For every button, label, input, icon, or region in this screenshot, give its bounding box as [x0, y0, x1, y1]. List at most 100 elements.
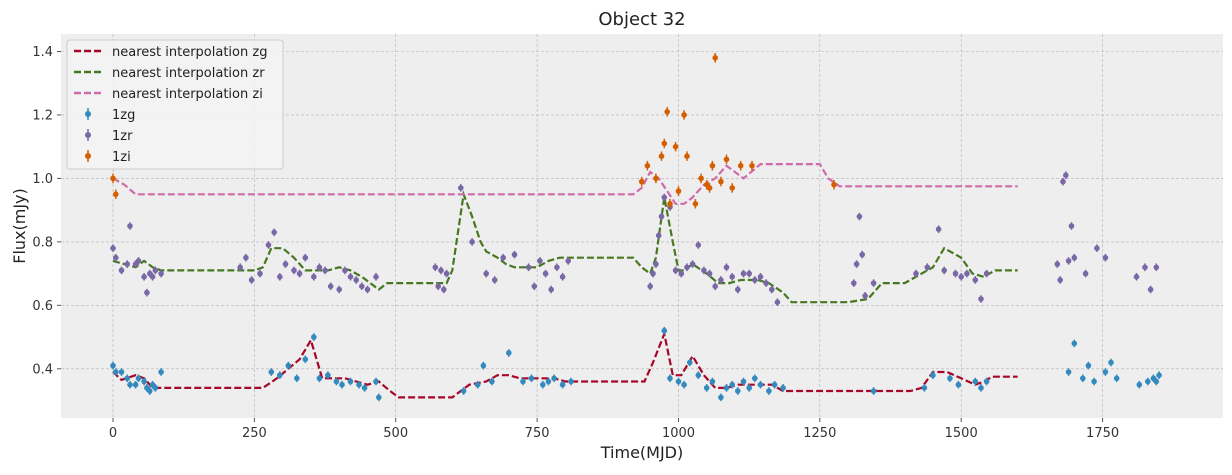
data-point — [684, 153, 690, 159]
x-axis-label: Time(MJD) — [600, 443, 683, 462]
data-point — [675, 378, 682, 385]
data-point — [356, 381, 362, 388]
interpolation-line-zi — [112, 163, 1018, 205]
data-point — [735, 388, 741, 394]
chart-title: Object 32 — [598, 9, 685, 30]
data-point — [551, 375, 557, 382]
data-point — [661, 140, 668, 147]
data-point — [1102, 369, 1109, 375]
data-point — [458, 185, 464, 191]
data-point — [1113, 375, 1120, 382]
data-point — [664, 109, 670, 115]
series-1zi — [110, 53, 837, 209]
legend: nearest interpolation zg nearest interpo… — [66, 39, 284, 170]
data-point — [740, 270, 747, 277]
data-point — [347, 378, 354, 385]
x-tick-label: 1250 — [803, 426, 836, 441]
data-point — [302, 254, 309, 261]
data-point — [859, 251, 865, 258]
data-point — [333, 378, 340, 385]
data-point — [364, 286, 371, 293]
data-point — [870, 280, 877, 286]
data-point — [435, 283, 442, 290]
data-point — [511, 251, 518, 258]
data-point — [653, 261, 659, 267]
data-point — [294, 375, 300, 382]
y-tick-label: 1.0 — [32, 172, 53, 187]
data-point — [500, 254, 507, 261]
data-point — [737, 162, 744, 169]
data-point — [952, 270, 959, 277]
data-point — [1094, 245, 1100, 251]
data-point — [339, 381, 345, 388]
data-point — [706, 185, 713, 191]
data-point — [672, 267, 679, 274]
data-point — [537, 258, 543, 264]
data-point — [520, 378, 526, 385]
data-point — [1156, 372, 1162, 379]
x-tick-label: 1750 — [1086, 426, 1119, 441]
data-point — [559, 274, 566, 280]
data-point — [311, 274, 317, 280]
x-tick-label: 750 — [525, 426, 550, 441]
data-point — [653, 175, 659, 182]
data-point — [718, 277, 724, 283]
data-point — [542, 270, 549, 277]
data-point — [271, 229, 278, 236]
data-point — [441, 286, 447, 293]
data-point — [983, 270, 990, 277]
axis-ticks: 0 250 500 750 1000 1250 1500 1750 0.4 0.6 0.8 1.0 1.… — [32, 45, 1119, 441]
data-point — [438, 267, 444, 274]
data-point — [277, 372, 283, 379]
x-tick-label: 1500 — [945, 426, 978, 441]
data-point — [1091, 378, 1097, 385]
data-point — [856, 213, 863, 220]
y-tick-label: 1.4 — [32, 45, 53, 60]
data-point — [147, 388, 153, 394]
data-point — [1145, 378, 1151, 385]
data-point — [675, 188, 682, 194]
data-point — [483, 270, 490, 277]
data-point — [964, 270, 970, 277]
data-point — [1057, 277, 1063, 283]
data-point — [257, 270, 263, 277]
data-point — [237, 264, 243, 271]
data-point — [432, 264, 439, 271]
data-point — [667, 375, 673, 382]
data-point — [658, 213, 665, 220]
data-point — [347, 274, 354, 280]
interpolation-lines — [112, 163, 1018, 399]
data-point — [554, 264, 560, 271]
x-tick-label: 500 — [383, 426, 408, 441]
data-point — [687, 359, 693, 366]
data-points — [110, 53, 1162, 402]
data-point — [152, 267, 159, 274]
data-point — [667, 201, 673, 207]
data-point — [1153, 264, 1160, 271]
data-point — [144, 289, 150, 296]
data-point — [774, 299, 781, 306]
data-point — [921, 385, 928, 391]
data-point — [947, 375, 953, 382]
data-point — [746, 270, 752, 277]
data-point — [729, 381, 735, 388]
data-point — [113, 254, 119, 261]
data-point — [701, 267, 707, 274]
data-point — [752, 277, 758, 283]
data-point — [695, 372, 702, 379]
data-point — [658, 153, 665, 159]
data-point — [1068, 223, 1075, 229]
data-point — [1082, 270, 1089, 277]
data-point — [983, 378, 990, 385]
data-point — [135, 375, 142, 382]
data-point — [769, 286, 775, 293]
data-point — [152, 385, 159, 391]
data-point — [780, 385, 786, 391]
data-point — [322, 267, 328, 274]
data-point — [265, 242, 272, 248]
data-point — [559, 381, 566, 388]
series-1zr — [110, 171, 1160, 306]
data-point — [638, 178, 645, 185]
data-point — [1133, 274, 1140, 280]
